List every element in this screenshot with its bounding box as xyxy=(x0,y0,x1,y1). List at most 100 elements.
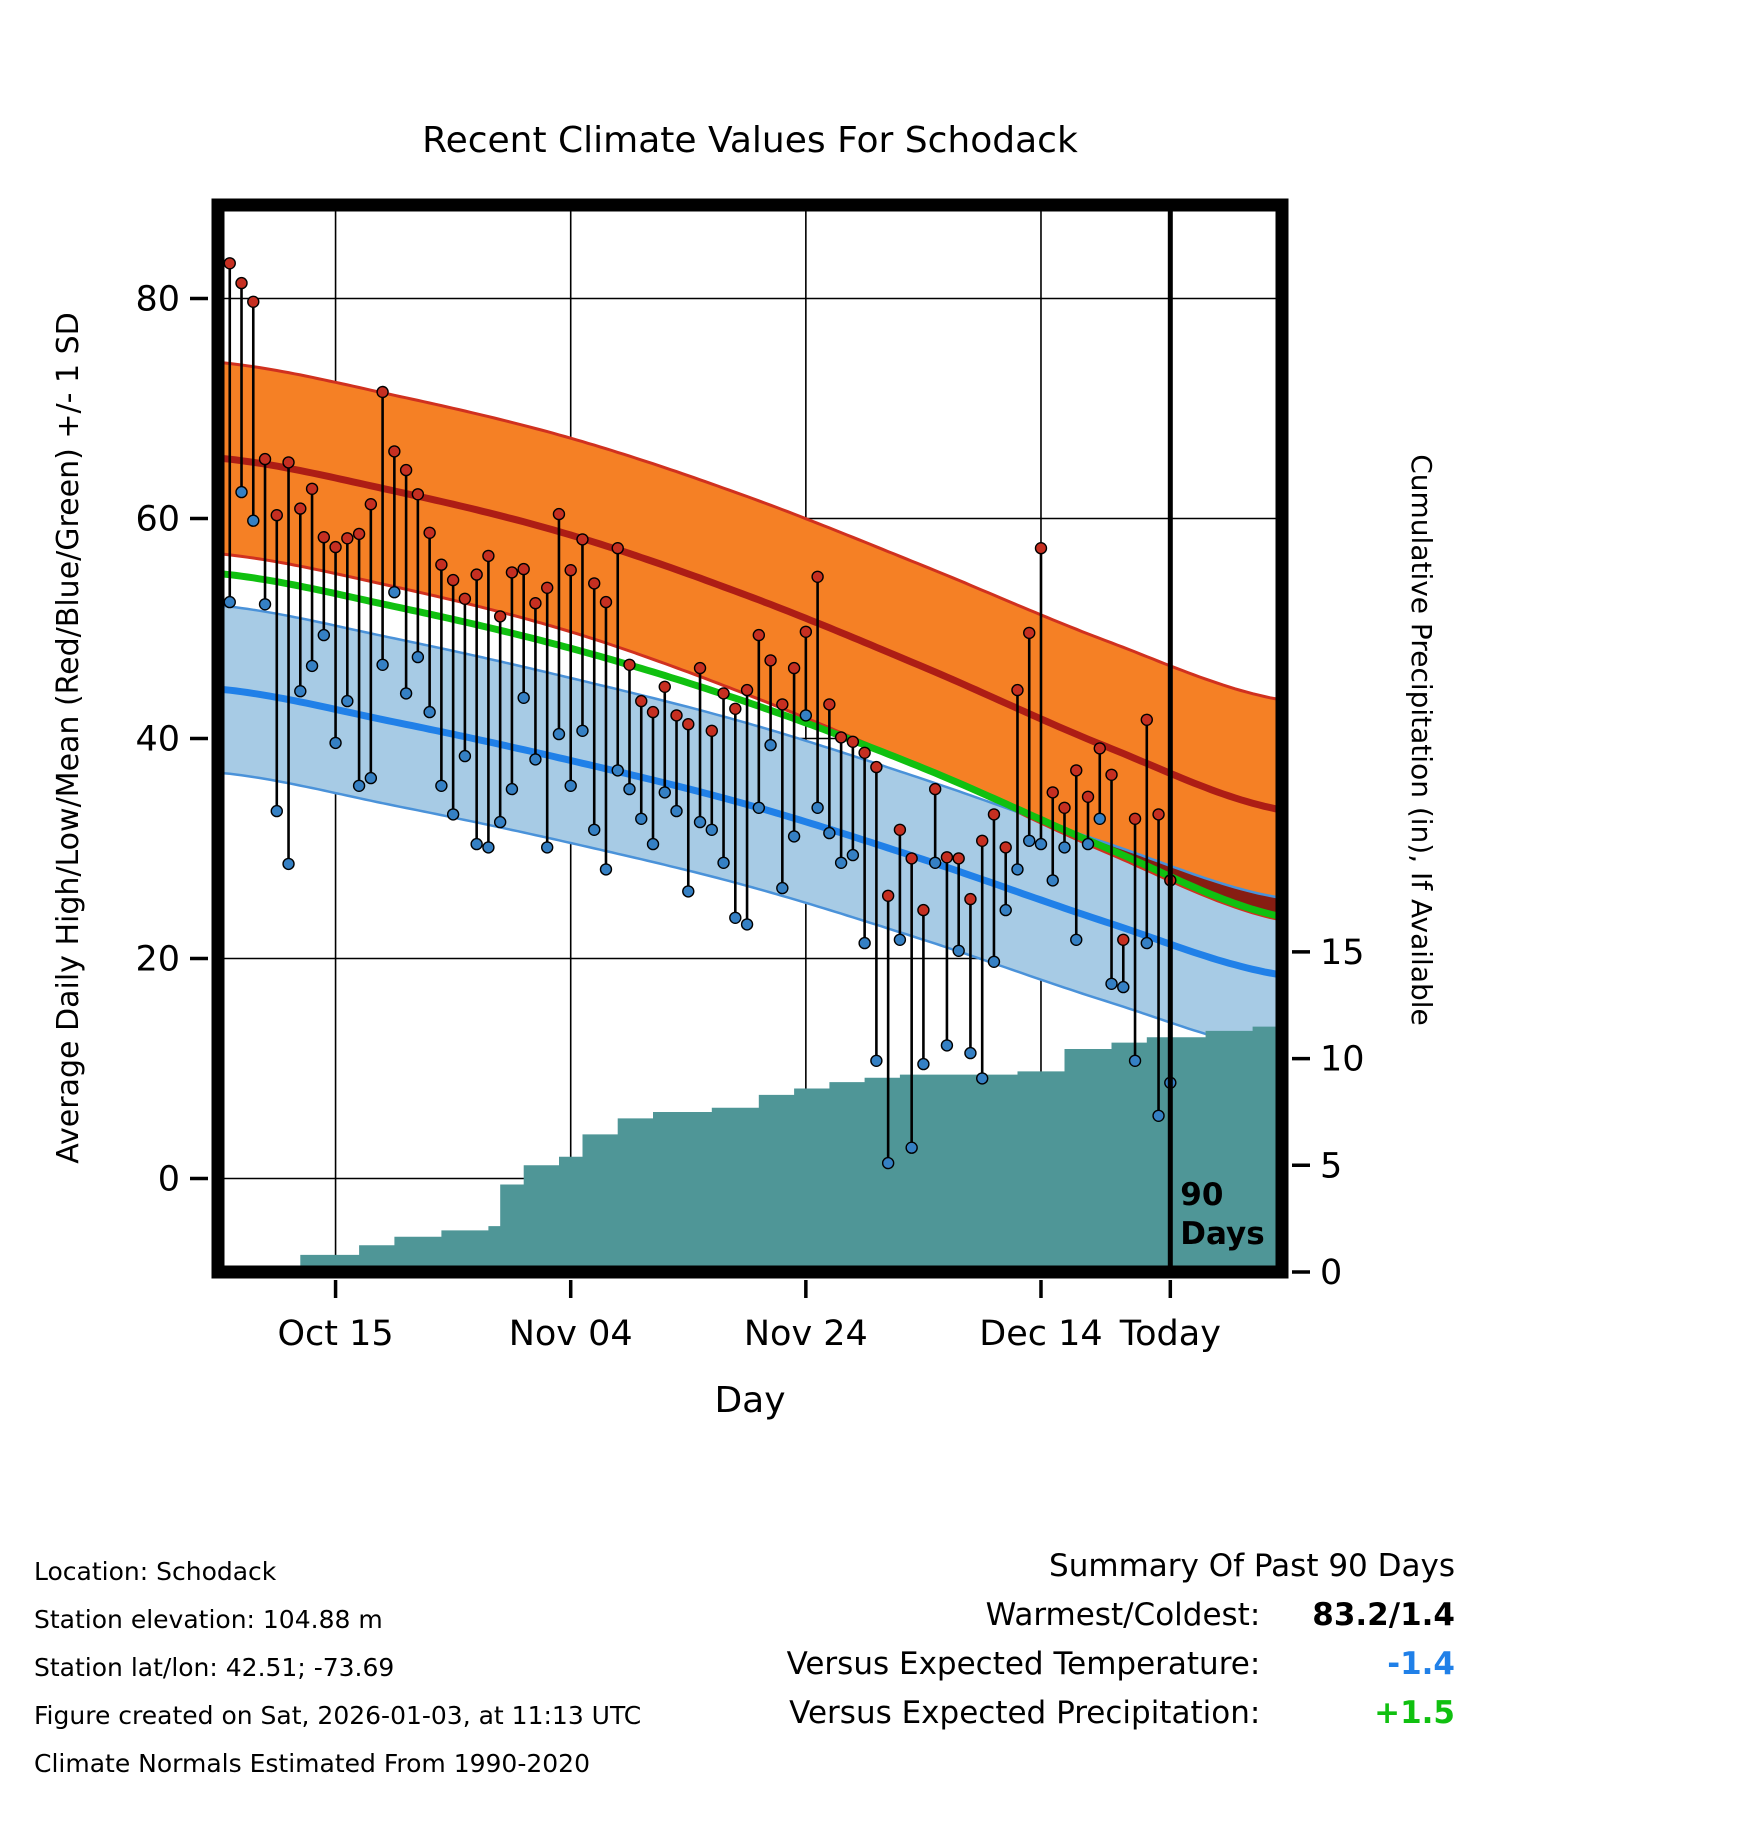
daily-low-dot xyxy=(1023,834,1036,847)
daily-high-dot xyxy=(352,527,366,541)
daily-low-dot xyxy=(1117,980,1130,994)
daily-high-dot xyxy=(247,295,260,308)
daily-low-dot xyxy=(505,782,519,796)
daily-low-dot xyxy=(670,804,683,818)
daily-high-dot xyxy=(975,834,989,847)
y-left-tick-label: 40 xyxy=(135,720,180,760)
daily-high-dot xyxy=(1128,812,1142,825)
daily-low-dot xyxy=(388,586,401,599)
daily-low-dot xyxy=(799,709,813,722)
daily-low-dot xyxy=(917,1057,930,1071)
daily-high-dot xyxy=(588,577,601,590)
summary-row-vs-expected-precipitation: Versus Expected Precipitation: +1.5 xyxy=(735,1689,1455,1738)
daily-low-dot xyxy=(776,881,789,895)
daily-low-dot xyxy=(952,944,965,957)
station-info: Location: Schodack Station elevation: 10… xyxy=(34,1548,641,1788)
daily-low-dot xyxy=(987,955,1001,968)
y-left-tick-label: 20 xyxy=(135,940,180,980)
daily-high-dot xyxy=(294,502,307,515)
climate-normals-note: Climate Normals Estimated From 1990-2020 xyxy=(34,1749,590,1778)
daily-low-dot xyxy=(752,801,766,814)
low-band-top-edge xyxy=(217,604,1283,900)
summary-panel: Summary Of Past 90 Days Warmest/Coldest:… xyxy=(735,1542,1455,1738)
daily-low-dot xyxy=(435,779,448,792)
daily-high-dot xyxy=(411,488,425,501)
daily-low-dot xyxy=(729,911,742,924)
daily-high-dot xyxy=(928,782,942,796)
y-left-tick-label: 60 xyxy=(135,500,180,540)
daily-high-dot xyxy=(881,889,895,902)
plot-border xyxy=(211,198,1289,1279)
vs-expected-temperature-value: -1.4 xyxy=(1387,1646,1455,1682)
daily-low-dot xyxy=(658,786,671,799)
daily-low-dot xyxy=(305,659,319,673)
daily-high-dot xyxy=(1140,713,1153,726)
daily-high-dot xyxy=(599,595,613,609)
warmest-coldest-label: Warmest/Coldest: xyxy=(985,1597,1280,1633)
x-tick-label: Oct 15 xyxy=(277,1314,393,1354)
daily-low-dot xyxy=(611,764,624,777)
daily-high-dot xyxy=(235,276,248,290)
daily-low-dot xyxy=(423,705,436,719)
daily-low-dot xyxy=(811,801,824,814)
daily-low-dot xyxy=(517,691,530,704)
daily-high-dot xyxy=(423,526,436,539)
daily-high-dot xyxy=(740,683,754,697)
daily-low-dot xyxy=(411,650,425,664)
daily-low-dot xyxy=(846,848,860,862)
station-location: Location: Schodack xyxy=(34,1557,277,1586)
summary-row-warmest-coldest: Warmest/Coldest: 83.2/1.4 xyxy=(735,1591,1455,1640)
daily-low-dot xyxy=(352,779,366,792)
warmest-coldest-value: 83.2/1.4 xyxy=(1312,1597,1455,1633)
daily-high-dot xyxy=(517,562,530,576)
daily-high-dot xyxy=(446,573,460,587)
daily-low-dot xyxy=(940,1039,954,1052)
y-right-tick-label: 10 xyxy=(1320,1040,1365,1080)
daily-high-dot xyxy=(1117,933,1130,946)
daily-low-dot xyxy=(623,782,636,796)
daily-low-dot xyxy=(682,885,695,898)
chart-title: Recent Climate Values For Schodack xyxy=(422,120,1078,161)
daily-low-dot xyxy=(964,1046,977,1060)
daily-low-dot xyxy=(905,1141,918,1154)
daily-low-dot xyxy=(823,826,836,840)
daily-low-dot xyxy=(482,841,495,854)
daily-high-dot xyxy=(787,661,801,675)
daily-high-dot xyxy=(388,445,401,458)
daily-high-dot xyxy=(470,568,483,581)
daily-high-dot xyxy=(834,731,848,744)
daily-low-dot xyxy=(881,1156,895,1170)
daily-low-dot xyxy=(646,837,660,851)
daily-high-dot xyxy=(1070,764,1083,777)
daily-high-dot xyxy=(305,482,319,495)
daily-high-dot xyxy=(1023,626,1036,640)
daily-high-dot xyxy=(1152,808,1165,821)
daily-high-dot xyxy=(317,531,331,544)
daily-low-dot xyxy=(235,485,248,499)
daily-high-dot xyxy=(282,456,295,469)
daily-high-dot xyxy=(799,625,813,638)
station-elevation: Station elevation: 104.88 m xyxy=(34,1605,383,1634)
daily-high-dot xyxy=(705,724,718,737)
daily-low-dot xyxy=(1058,841,1071,854)
daily-low-dot xyxy=(376,658,389,671)
daily-high-dot xyxy=(399,463,413,477)
daily-high-dot xyxy=(717,687,730,700)
daily-high-dot xyxy=(576,533,589,546)
daily-high-dot xyxy=(858,746,871,759)
daily-low-dot xyxy=(564,779,577,792)
daily-high-dot xyxy=(482,549,495,563)
daily-high-dot xyxy=(493,610,507,623)
station-latlon: Station lat/lon: 42.51; -73.69 xyxy=(34,1653,395,1682)
y-right-tick-label: 0 xyxy=(1320,1253,1342,1293)
daily-low-dot xyxy=(787,830,801,843)
daily-high-dot xyxy=(670,709,683,722)
daily-high-dot xyxy=(540,581,554,594)
daily-high-dot xyxy=(999,841,1012,854)
daily-low-dot xyxy=(540,841,554,854)
daily-high-dot xyxy=(987,808,1001,821)
daily-low-dot xyxy=(588,823,601,836)
daily-low-dot xyxy=(1093,812,1106,825)
daily-low-dot xyxy=(364,771,378,785)
